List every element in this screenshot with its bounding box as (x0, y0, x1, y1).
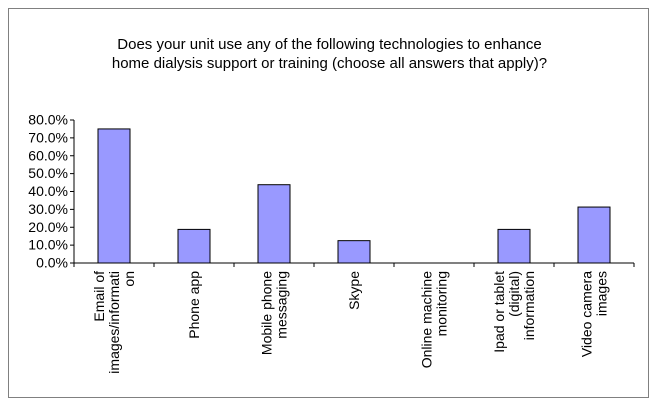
x-category-label: Skype (346, 271, 362, 310)
y-tick-label: 50.0% (28, 165, 68, 181)
x-category-label: monitoring (434, 271, 450, 336)
y-tick-label: 80.0% (28, 112, 68, 128)
x-category-label: Ipad or tablet (491, 271, 507, 353)
x-category-label: images (594, 271, 610, 316)
y-tick-label: 60.0% (28, 147, 68, 163)
x-category-label: images/informati (106, 271, 122, 374)
chart-frame: Does your unit use any of the following … (8, 8, 649, 398)
bar (97, 128, 131, 264)
bar-chart: 0.0% 10.0% 20.0% 30.0% 40.0% 50.0% 60.0% 70.0%8… (28, 112, 635, 374)
y-tick-label: 10.0% (28, 237, 68, 253)
bar (177, 228, 211, 264)
x-category-label: Email of (91, 271, 107, 322)
chart-title: Does your unit use any of the following … (9, 35, 650, 73)
x-category-label: information (521, 271, 537, 340)
x-category-label: (digital) (506, 271, 522, 317)
bar (257, 184, 291, 264)
bar (497, 228, 531, 264)
x-category-label: on (121, 271, 137, 287)
y-tick-label: 70.0% (28, 129, 68, 145)
y-tick-label: 20.0% (28, 219, 68, 235)
x-category-label: Online machine (419, 271, 435, 368)
x-category-label: messaging (274, 271, 290, 339)
y-tick-label: 40.0% (28, 183, 68, 199)
chart-title-line-1: Does your unit use any of the following … (117, 36, 542, 53)
x-category-label: Phone app (186, 271, 202, 339)
bar (577, 206, 611, 264)
x-category-label: Video camera (579, 271, 595, 357)
x-category-label: Mobile phone (259, 271, 275, 355)
y-tick-label: 0.0% (36, 255, 68, 271)
chart-title-line-2: home dialysis support or training (choos… (111, 55, 548, 72)
y-tick-label: 30.0% (28, 201, 68, 217)
bar (337, 240, 371, 264)
